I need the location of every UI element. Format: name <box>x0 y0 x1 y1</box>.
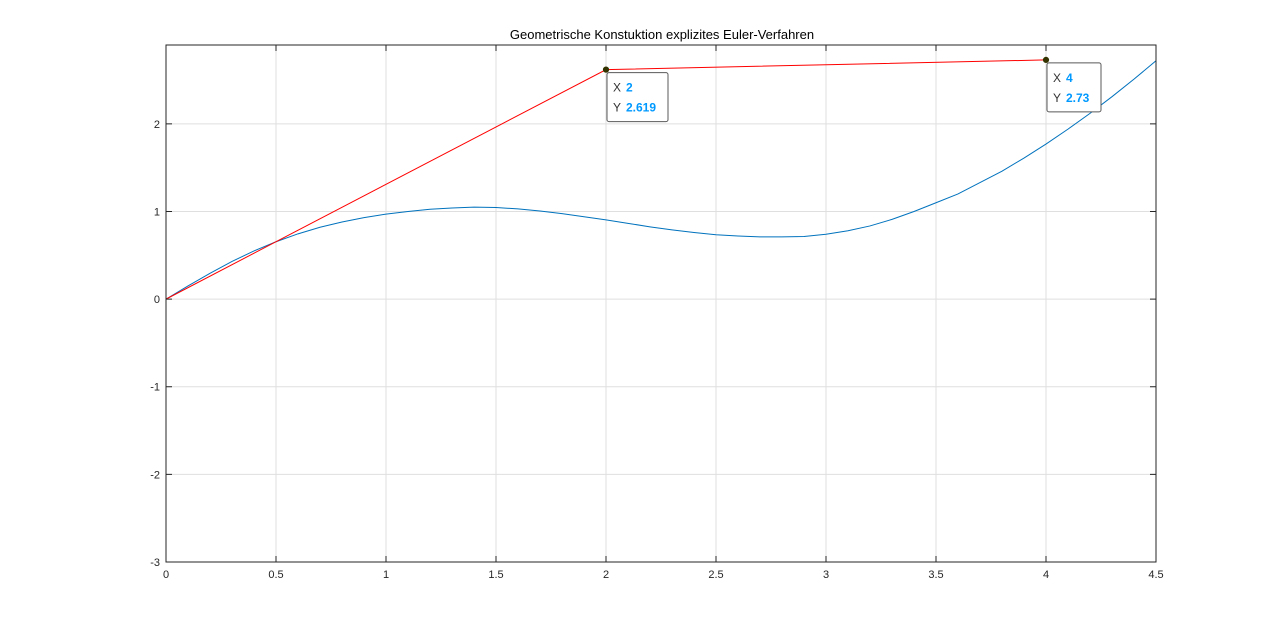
series-line-1 <box>165 60 1157 300</box>
y-tick-label: -1 <box>150 382 160 394</box>
axis-frame <box>165 44 1157 563</box>
datatip-y-label: Y <box>1053 91 1061 105</box>
data-point <box>602 66 610 73</box>
datatip-y-label: Y <box>613 101 621 115</box>
x-tick-label: 0 <box>163 569 169 581</box>
y-axis: -3 -2 -1 0 1 2 <box>150 119 1156 569</box>
x-tick-label: 2 <box>603 569 609 581</box>
y-tick-label: -3 <box>150 557 160 569</box>
x-tick-label: 0.5 <box>268 569 283 581</box>
datatip-x-label: X <box>613 81 621 95</box>
y-tick-label: 1 <box>154 206 160 218</box>
x-tick-label: 1 <box>383 569 389 581</box>
x-tick-label: 2.5 <box>708 569 723 581</box>
series-layer <box>165 56 1157 300</box>
x-tick-label: 3 <box>823 569 829 581</box>
datatip-x-value: 4 <box>1066 71 1073 85</box>
x-tick-label: 3.5 <box>928 569 943 581</box>
datatip: X 4Y 2.73 <box>1046 62 1102 113</box>
datatip: X 2Y 2.619 <box>606 72 669 123</box>
data-point <box>1042 56 1050 63</box>
grid <box>166 45 1156 562</box>
datatip-x-value: 2 <box>626 81 633 95</box>
y-tick-label: 2 <box>154 119 160 131</box>
datatip-y-value: 2.73 <box>1066 91 1090 105</box>
x-axis: 0 0.5 1 1.5 2 2.5 3 3.5 4 4.5 <box>163 45 1164 581</box>
y-tick-label: 0 <box>154 294 160 306</box>
plot-area[interactable] <box>166 45 1156 562</box>
datatip-box <box>1046 62 1102 113</box>
datatip-box <box>606 72 669 123</box>
axis-box <box>165 44 1157 563</box>
datatip-y-value: 2.619 <box>626 101 656 115</box>
datatip-x-label: X <box>1053 71 1061 85</box>
x-tick-label: 4.5 <box>1148 569 1163 581</box>
chart-title: Geometrische Konstuktion explizites Eule… <box>510 27 814 42</box>
y-tick-label: -2 <box>150 469 160 481</box>
x-tick-label: 4 <box>1043 569 1049 581</box>
x-tick-label: 1.5 <box>488 569 503 581</box>
